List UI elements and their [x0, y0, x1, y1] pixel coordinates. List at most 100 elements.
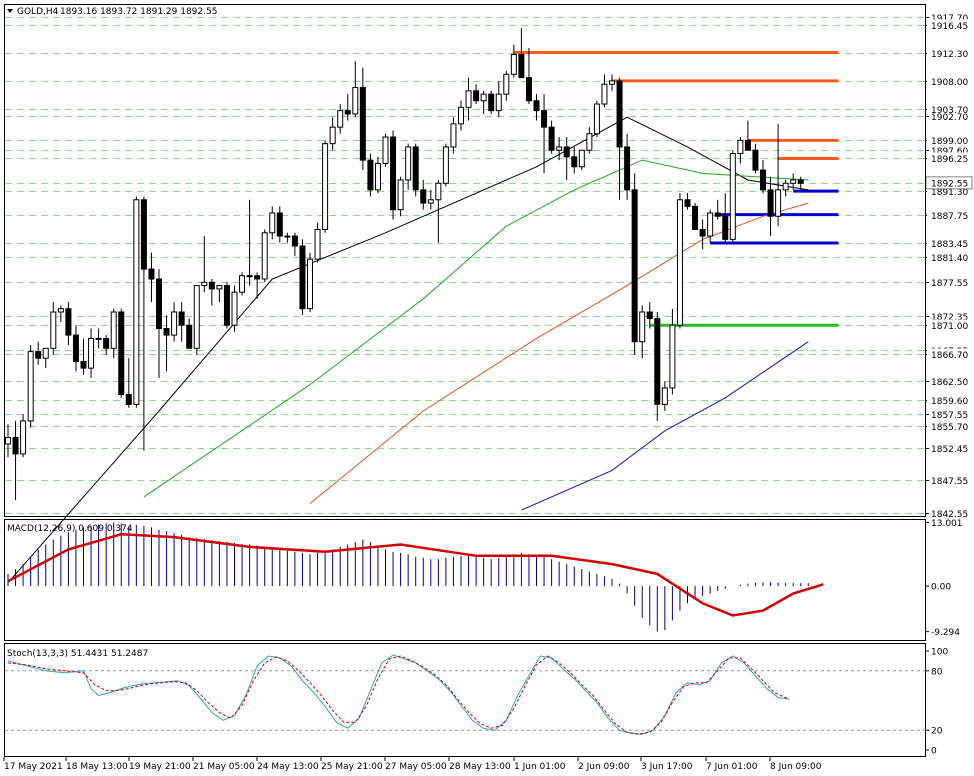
time-tick-label: 3 Jun 17:00 [641, 762, 693, 772]
candle-body-bear [760, 169, 766, 191]
candle-body-bear [624, 146, 631, 191]
candle-body-bear [654, 318, 661, 405]
macd-panel-frame [4, 519, 926, 641]
candle-body-bull [397, 179, 404, 211]
time-tick-label: 19 May 21:00 [129, 762, 191, 772]
current-price-tag: 1892.55 [931, 179, 968, 189]
candle-body-bull [239, 275, 246, 293]
price-tag-bg [927, 103, 971, 116]
stoch-tick-label: 100 [931, 648, 948, 658]
candle-body-bear [390, 136, 397, 211]
candle-body-bear [12, 436, 19, 455]
candle-body-bull [458, 106, 464, 125]
candle-body-bull [609, 80, 615, 85]
candle-body-bear [488, 93, 495, 112]
time-tick-label: 17 May 2021 [4, 762, 63, 772]
macd-label: MACD(12,26,9) 0.609 0.374 [7, 524, 133, 534]
price-tag-bg [927, 319, 971, 332]
candle-body-bull [737, 139, 744, 155]
candle-body-bull [495, 93, 502, 112]
candle-body-bear [367, 159, 374, 191]
candle-body-bear [156, 278, 162, 330]
candle-body-bull [216, 285, 223, 290]
price-tag-bg [927, 134, 971, 147]
dropdown-triangle-icon[interactable] [7, 9, 13, 13]
stoch-tick-label: 80 [931, 667, 943, 677]
price-tag-bg [927, 47, 971, 60]
candle-body-bull [775, 189, 782, 217]
candle-body-bear [525, 77, 532, 102]
time-tick-label: 24 May 13:00 [257, 762, 319, 772]
macd-signal-line [7, 532, 824, 617]
candle-body-bear [223, 285, 230, 326]
candle-body-bull [95, 337, 102, 340]
candle-body-bull [50, 311, 57, 349]
candle-body-bear [752, 149, 759, 171]
candle-body-bull [729, 153, 736, 240]
price-tick-label: 1917.70 [931, 14, 968, 24]
price-tick-label: 1902.70 [931, 113, 968, 123]
candle-body-bull [110, 311, 117, 349]
candle-body-bear [699, 228, 706, 237]
candle-body-bull [661, 387, 668, 405]
candle-body-bull [5, 436, 11, 445]
price-tag-bg [927, 19, 971, 32]
price-tick-label: 1872.35 [931, 313, 968, 323]
time-tick-label: 18 May 13:00 [66, 762, 128, 772]
candle-body-bear [692, 205, 699, 230]
candle-body-bull [639, 311, 646, 343]
price-tag-label: 1891.30 [931, 188, 968, 198]
candle-body-bear [276, 212, 283, 237]
price-tag-label: 1855.70 [931, 423, 968, 433]
candle-body-bull [556, 146, 563, 151]
time-axis: 17 May 2021 18 May 13:00 19 May 21:00 21 Ma… [3, 757, 822, 772]
price-tag-label: 1871.00 [931, 322, 968, 332]
time-tick-label: 1 Jun 01:00 [514, 762, 566, 772]
candle-body-bear [186, 324, 193, 349]
candle-body-bear [541, 110, 548, 128]
candle-body-bull [480, 93, 487, 102]
price-tick-label: 1852.45 [931, 445, 968, 455]
price-panel-frame [4, 4, 926, 517]
candle-body-bull [322, 143, 329, 230]
candle-body-bull [382, 136, 389, 164]
stoch-label: Stoch(13,3,3) 51.4431 51.2487 [7, 649, 148, 659]
price-tick-label: 1877.55 [931, 279, 968, 289]
candle-body-bull [465, 90, 472, 108]
candle-body-bear [518, 54, 525, 79]
price-tag-label: 1883.45 [931, 240, 968, 250]
candle-body-bear [103, 337, 110, 349]
current-price-tag-box [925, 176, 973, 190]
price-tag-label: 1859.60 [931, 397, 968, 407]
candle-body-bull [578, 149, 585, 168]
price-tag-label: 1866.70 [931, 351, 968, 361]
candle-body-bear [344, 110, 351, 115]
candle-body-bull [435, 182, 442, 201]
time-tick-label: 25 May 21:00 [321, 762, 383, 772]
candle-body-bull [329, 126, 336, 145]
candle-body-bear [797, 179, 804, 184]
candle-body-bear [548, 126, 555, 151]
moving-averages [7, 116, 809, 584]
candle-body-bear [684, 199, 691, 207]
price-tag-label: 1899.00 [931, 137, 968, 147]
stochastic-indicator: 100 80 20 0 [5, 648, 948, 757]
candle-body-bull [269, 212, 276, 234]
stoch-panel-frame [4, 643, 926, 757]
candle-body-bear [616, 80, 623, 148]
candle-body-bear [571, 156, 578, 168]
price-tag-bg [927, 420, 971, 433]
stoch-tick-label: 20 [931, 727, 943, 737]
candle-body-bull [676, 199, 683, 326]
price-tag-label: 1908.00 [931, 78, 968, 88]
price-tag-bg [927, 251, 971, 264]
symbol-label[interactable]: GOLD,H4 [17, 7, 59, 17]
candle-body-bull [42, 347, 49, 359]
candle-body-bull [231, 291, 238, 326]
candle-body-bear [35, 351, 42, 359]
candle-body-bull [427, 199, 434, 204]
candle-body-bull [171, 311, 178, 336]
candle-body-bear [65, 308, 72, 336]
candle-body-bear [744, 139, 751, 151]
